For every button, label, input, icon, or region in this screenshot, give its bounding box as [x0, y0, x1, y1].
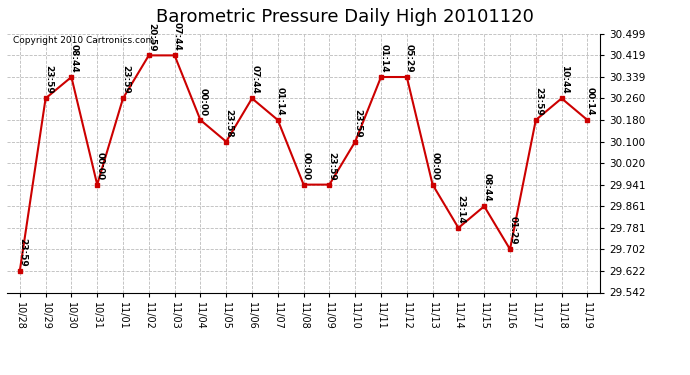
Text: 00:14: 00:14: [586, 87, 595, 116]
Text: 23:58: 23:58: [224, 109, 233, 138]
Text: Copyright 2010 Cartronics.com: Copyright 2010 Cartronics.com: [13, 36, 154, 45]
Text: 23:59: 23:59: [44, 66, 53, 94]
Text: 23:59: 23:59: [121, 66, 130, 94]
Text: 01:29: 01:29: [509, 216, 518, 245]
Text: 01:14: 01:14: [380, 44, 388, 73]
Text: 00:00: 00:00: [431, 152, 440, 180]
Text: 00:00: 00:00: [199, 88, 208, 116]
Text: 08:44: 08:44: [70, 44, 79, 73]
Text: 23:59: 23:59: [328, 152, 337, 180]
Text: 08:44: 08:44: [482, 173, 491, 202]
Text: 23:59: 23:59: [353, 109, 362, 138]
Text: 01:14: 01:14: [276, 87, 285, 116]
Text: 07:44: 07:44: [250, 65, 259, 94]
Text: 23:14: 23:14: [457, 195, 466, 224]
Text: 23:59: 23:59: [18, 238, 27, 267]
Text: 05:29: 05:29: [405, 44, 414, 73]
Text: 00:00: 00:00: [95, 152, 104, 180]
Text: 07:44: 07:44: [173, 22, 182, 51]
Text: Barometric Pressure Daily High 20101120: Barometric Pressure Daily High 20101120: [156, 8, 534, 26]
Text: 20:59: 20:59: [147, 22, 156, 51]
Text: 00:00: 00:00: [302, 152, 311, 180]
Text: 23:59: 23:59: [534, 87, 543, 116]
Text: 10:44: 10:44: [560, 66, 569, 94]
